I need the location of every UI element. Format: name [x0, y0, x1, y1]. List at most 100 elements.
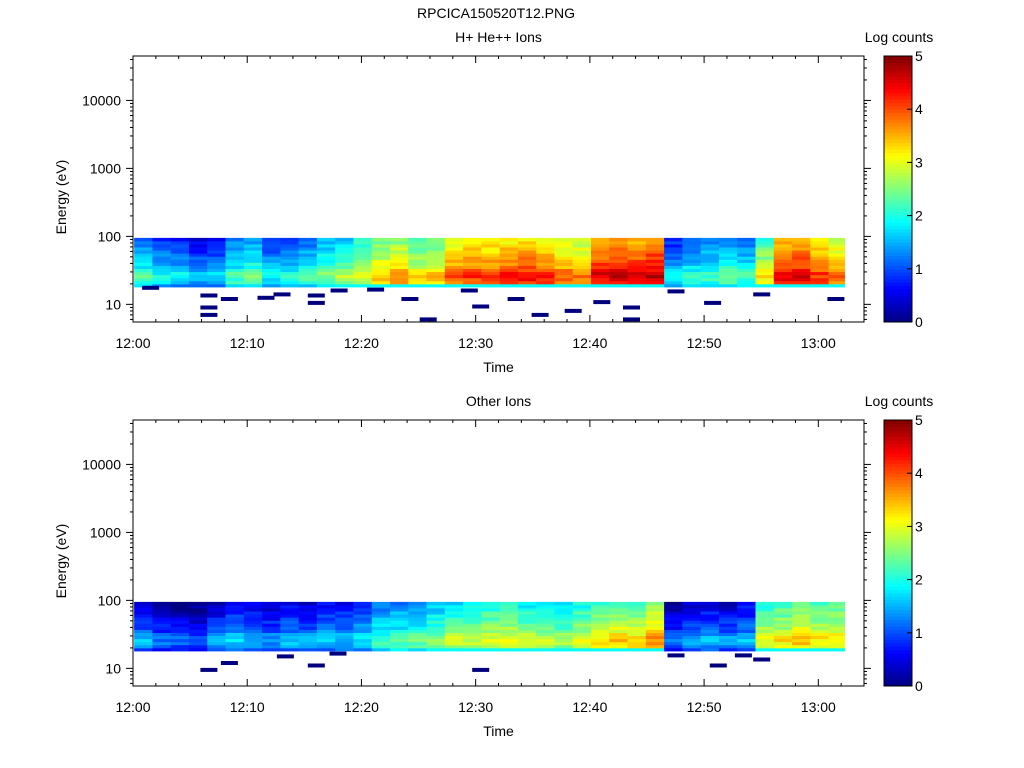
heatmap-cell [755, 271, 775, 276]
heatmap-cell [134, 626, 153, 630]
colorbar-tick-label: 0 [915, 678, 923, 694]
heatmap-cell [810, 259, 829, 263]
colorbar-swatch [884, 586, 912, 591]
heatmap-cell [591, 623, 610, 627]
heatmap-cell [426, 626, 446, 630]
heatmap-cell [572, 250, 592, 254]
heatmap-cell [481, 647, 501, 652]
heatmap-cell [517, 250, 537, 254]
heatmap-cell [572, 647, 592, 652]
heatmap-cell [737, 641, 756, 646]
heatmap-cell [572, 262, 592, 266]
heatmap-cell [664, 271, 683, 276]
heatmap-cell [262, 617, 281, 621]
heatmap-cell [755, 268, 775, 273]
heatmap-cell [700, 641, 720, 646]
heatmap-cell [536, 614, 555, 618]
heatmap-cell [682, 647, 702, 652]
colorbar-swatch [884, 62, 912, 67]
heatmap-cell [298, 620, 318, 624]
heatmap-cell [262, 620, 281, 624]
heatmap-cell [170, 620, 190, 624]
heatmap-cell [134, 240, 153, 245]
heatmap-cell [481, 611, 501, 615]
low-count-mark [623, 305, 640, 310]
heatmap-cell [188, 277, 208, 282]
heatmap-cell [517, 244, 537, 248]
heatmap-cell [207, 274, 226, 279]
heatmap-cell [225, 620, 245, 624]
heatmap-cell [207, 283, 226, 288]
heatmap-cell [481, 237, 501, 242]
colorbar-swatch [884, 516, 912, 521]
heatmap-cell [755, 283, 775, 288]
heatmap-cell [207, 620, 226, 624]
heatmap-cell [664, 623, 683, 627]
colorbar-swatch [884, 513, 912, 517]
colorbar-swatch [884, 268, 912, 273]
heatmap-cell [408, 237, 427, 242]
heatmap-cell [152, 253, 172, 257]
heatmap-cell [718, 265, 738, 269]
y-tick-label: 10 [105, 660, 121, 676]
heatmap-cell [225, 277, 245, 282]
colorbar-swatch [884, 483, 912, 488]
heatmap-cell [828, 626, 845, 630]
heatmap-cell [664, 601, 683, 606]
heatmap-cell [536, 647, 555, 652]
heatmap-cell [737, 274, 756, 279]
heatmap-cell [609, 244, 628, 248]
heatmap-cell [591, 632, 610, 637]
heatmap-cell [408, 604, 427, 609]
low-count-mark [200, 305, 218, 310]
heatmap-cell [335, 247, 354, 251]
heatmap-cell [335, 647, 354, 652]
x-axis-label: Time [483, 723, 514, 739]
colorbar-swatch [884, 566, 912, 571]
heatmap-cell [700, 626, 720, 630]
colorbar-swatch [884, 185, 912, 190]
heatmap-cell [463, 268, 482, 273]
heatmap-cell [828, 611, 845, 615]
heatmap-cell [755, 635, 775, 640]
heatmap-cell [426, 277, 446, 282]
heatmap-cell [792, 244, 811, 248]
heatmap-cell [828, 256, 845, 260]
heatmap-cell [134, 244, 153, 248]
colorbar-swatch [884, 533, 912, 537]
heatmap-cell [134, 635, 153, 640]
heatmap-cell [664, 247, 683, 251]
heatmap-cell [152, 647, 172, 652]
heatmap-cell [627, 262, 647, 266]
heatmap-cell [773, 253, 793, 257]
colorbar-swatch [884, 656, 912, 660]
low-count-mark [472, 304, 490, 309]
heatmap-cell [591, 240, 610, 245]
heatmap-cell [316, 635, 336, 640]
heatmap-cell [664, 253, 683, 257]
heatmap-cell [152, 237, 172, 242]
heatmap-cell [755, 620, 775, 624]
heatmap-cell [188, 247, 208, 251]
colorbar-swatch [884, 622, 912, 627]
heatmap-cell [262, 268, 281, 273]
heatmap-cell [554, 247, 574, 251]
heatmap-cell [572, 256, 592, 260]
colorbar-swatch [884, 129, 912, 133]
heatmap-cell [682, 604, 702, 609]
heatmap-cell [810, 280, 829, 285]
colorbar-swatch [884, 235, 912, 240]
heatmap-cell [463, 623, 482, 627]
heatmap-cell [389, 268, 409, 273]
y-tick-label: 10000 [82, 92, 121, 108]
heatmap-cell [554, 614, 574, 618]
heatmap-cell [335, 237, 354, 242]
heatmap-cell [828, 601, 845, 606]
heatmap-cell [554, 623, 574, 627]
heatmap-cell [682, 601, 702, 606]
heatmap-cells [134, 601, 845, 652]
heatmap-cell [444, 604, 464, 609]
heatmap-cell [755, 280, 775, 285]
heatmap-cell [444, 253, 464, 257]
heatmap-cell [810, 626, 829, 630]
